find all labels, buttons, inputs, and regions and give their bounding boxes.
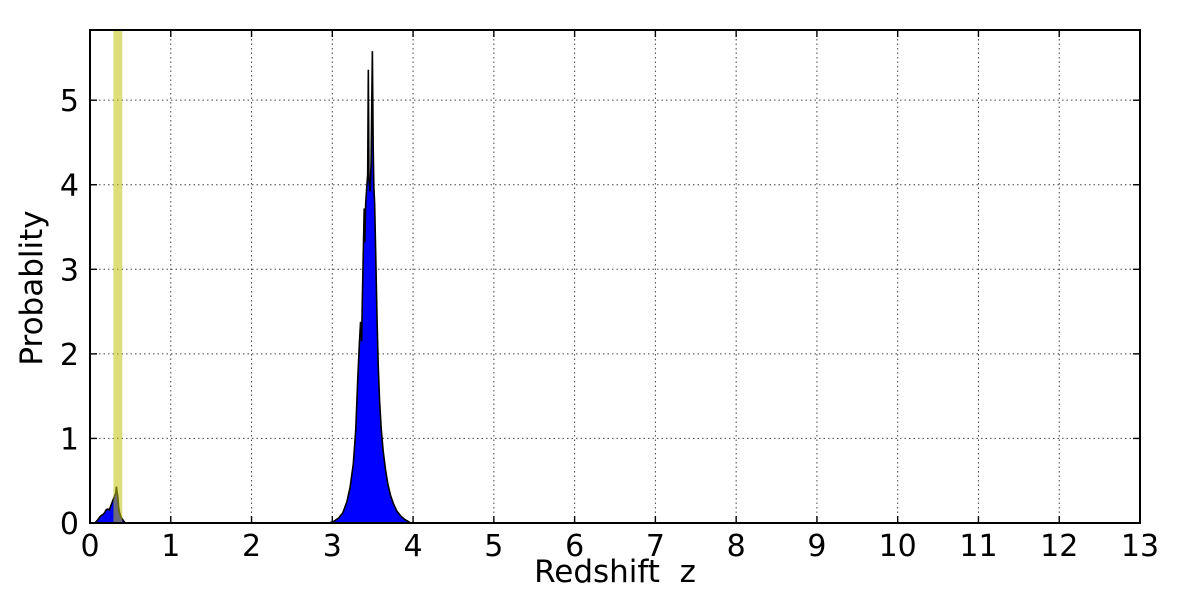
x-tick-label: 10: [879, 529, 917, 564]
x-tick-label: 6: [565, 529, 584, 564]
x-axis-title: Redshift z: [534, 554, 696, 590]
y-tick-label: 1: [60, 422, 79, 457]
highlight-band: [113, 30, 123, 523]
y-axis-title: Probablity: [14, 210, 50, 366]
pdf-curve-high-z: [328, 51, 414, 524]
x-tick-label: 1: [161, 529, 180, 564]
x-tick-label: 9: [807, 529, 826, 564]
y-tick-label: 2: [60, 338, 79, 373]
y-tick-label: 0: [60, 507, 79, 542]
x-tick-label: 4: [404, 529, 423, 564]
x-tick-label: 13: [1121, 529, 1159, 564]
x-tick-label: 7: [646, 529, 665, 564]
x-tick-label: 3: [323, 529, 342, 564]
x-tick-label: 12: [1040, 529, 1078, 564]
x-tick-label: 11: [959, 529, 997, 564]
y-tick-label: 3: [60, 253, 79, 288]
x-tick-label: 2: [242, 529, 261, 564]
x-tick-label: 8: [727, 529, 746, 564]
y-tick-label: 4: [60, 169, 79, 204]
x-tick-label: 5: [484, 529, 503, 564]
plot-frame: [89, 29, 1141, 524]
y-tick-label: 5: [60, 84, 79, 119]
x-tick-label: 0: [80, 529, 99, 564]
